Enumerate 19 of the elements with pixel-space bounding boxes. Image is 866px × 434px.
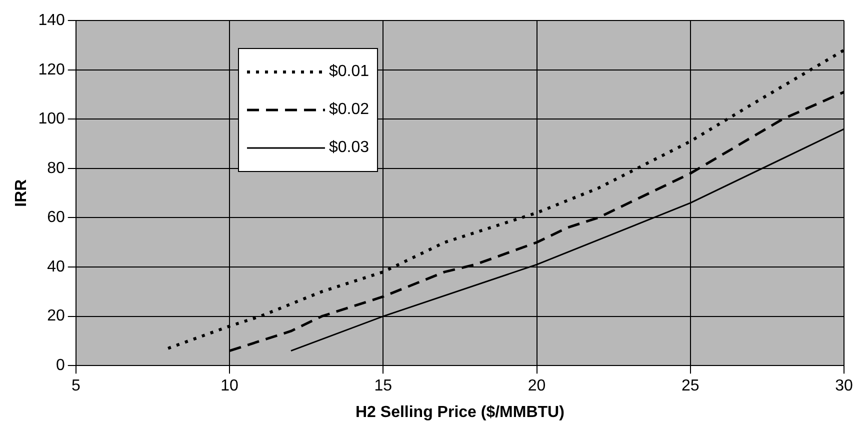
x-tick-label: 30 [835,378,853,395]
y-tick-label: 0 [56,357,65,374]
y-tick-label: 140 [38,12,65,30]
x-axis-title: H2 Selling Price ($/MMBTU) [355,404,564,421]
y-tick-label: 20 [47,308,65,325]
legend-label: $0.01 [329,63,370,81]
y-tick-label: 120 [38,61,65,78]
legend-label: $0.02 [329,101,370,119]
x-tick-label: 25 [681,378,700,395]
y-tick-label: 100 [38,110,65,128]
x-tick-label: 10 [220,378,239,395]
y-tick-label: 60 [47,209,65,226]
x-tick-label: 5 [71,378,80,395]
y-tick-label: 40 [47,258,65,276]
legend-label: $0.03 [329,139,370,157]
y-tick-label: 80 [47,160,65,177]
x-tick-label: 15 [374,378,392,395]
y-axis-title: IRR [13,178,30,207]
x-tick-label: 20 [528,378,546,395]
